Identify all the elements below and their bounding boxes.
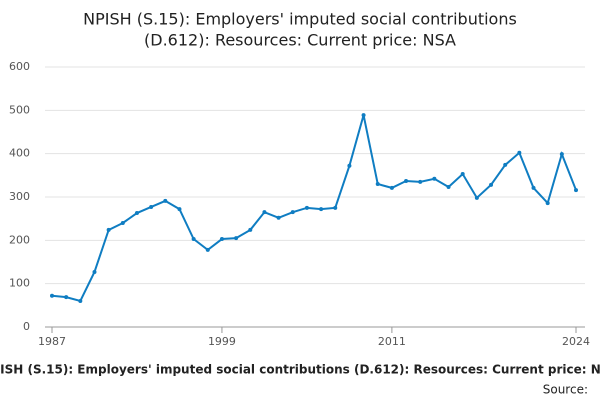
point xyxy=(361,113,366,118)
point xyxy=(319,207,324,212)
point xyxy=(446,185,451,190)
point xyxy=(418,179,423,184)
y-tick-label: 300 xyxy=(9,190,30,203)
x-tick-label: 2011 xyxy=(378,335,406,348)
y-tick-label: 500 xyxy=(9,103,30,116)
point xyxy=(375,182,380,186)
point xyxy=(304,205,309,210)
point xyxy=(149,204,154,209)
point xyxy=(92,269,97,274)
point xyxy=(120,221,125,225)
point xyxy=(219,237,224,242)
point xyxy=(177,207,182,212)
point xyxy=(64,295,69,300)
y-tick-label: 200 xyxy=(9,233,30,246)
point xyxy=(134,211,139,216)
y-tick-label: 0 xyxy=(23,320,30,333)
footer-title: NPISH (S.15): Employers' imputed social … xyxy=(0,363,600,377)
point xyxy=(205,247,210,252)
point xyxy=(460,172,465,177)
point xyxy=(290,210,295,215)
chart-title: (D.612): Resources: Current price: NSA xyxy=(144,31,456,50)
point xyxy=(545,201,550,206)
y-tick-label: 100 xyxy=(9,277,30,290)
source: Source: xyxy=(543,383,588,397)
point xyxy=(503,162,508,167)
y-tick-label: 600 xyxy=(9,60,30,73)
point xyxy=(432,176,437,181)
point xyxy=(262,210,267,215)
point xyxy=(574,188,578,193)
x-tick-label: 2024 xyxy=(562,335,590,348)
point xyxy=(559,152,564,157)
point xyxy=(50,293,54,298)
point xyxy=(106,227,111,232)
point xyxy=(234,236,239,241)
point xyxy=(248,227,253,232)
point xyxy=(163,198,168,203)
point xyxy=(191,237,196,242)
x-tick-label: 1999 xyxy=(208,335,236,348)
point xyxy=(389,185,394,190)
point xyxy=(517,150,522,155)
point xyxy=(474,195,479,200)
x-tick-label: 1987 xyxy=(38,335,66,348)
point xyxy=(489,182,494,187)
point xyxy=(531,185,536,190)
series-line xyxy=(51,114,577,303)
point xyxy=(347,163,352,168)
point xyxy=(333,205,338,210)
point xyxy=(276,215,281,220)
point xyxy=(404,178,409,183)
chart-title: NPISH (S.15): Employers' imputed social … xyxy=(83,10,517,29)
y-tick-label: 400 xyxy=(9,147,30,160)
point xyxy=(78,299,83,303)
